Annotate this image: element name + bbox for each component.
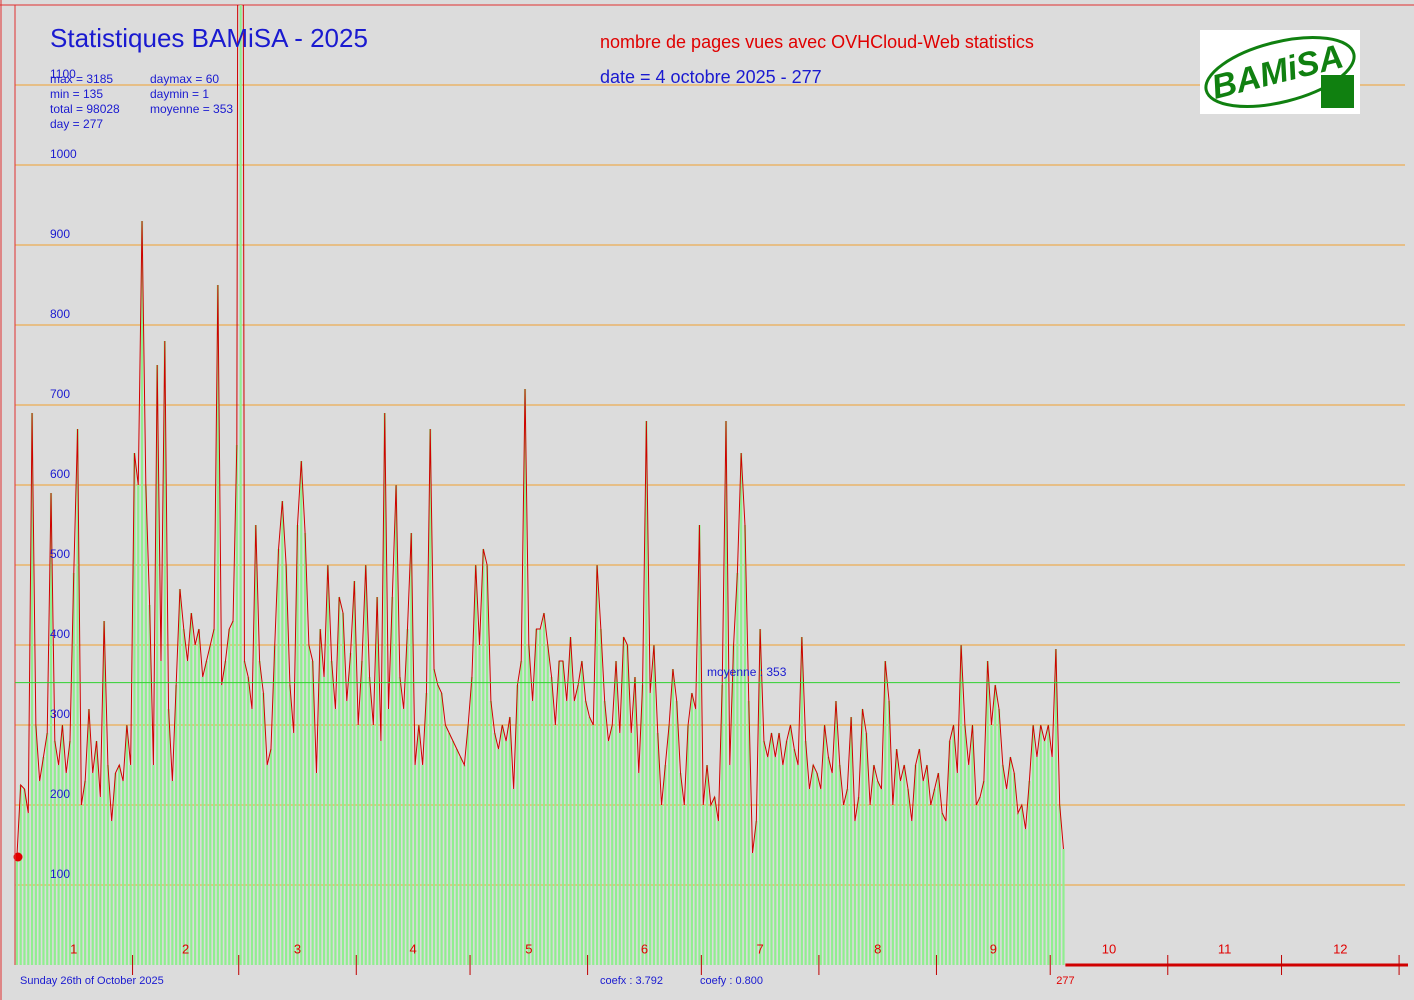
y-tick-label: 1100	[50, 67, 76, 81]
month-label: 10	[1102, 941, 1116, 956]
month-label: 1	[70, 941, 77, 956]
stat: daymin = 1	[150, 87, 209, 101]
y-tick-label: 800	[50, 307, 70, 321]
stat: day = 277	[50, 117, 103, 131]
y-tick-label: 600	[50, 467, 70, 481]
stat: max = 3185	[50, 72, 113, 86]
average-label: moyenne : 353	[707, 665, 787, 679]
y-tick-label: 400	[50, 627, 70, 641]
month-label: 2	[182, 941, 189, 956]
month-label: 6	[641, 941, 648, 956]
stat: moyenne = 353	[150, 102, 233, 116]
y-tick-label: 200	[50, 787, 70, 801]
y-tick-label: 300	[50, 707, 70, 721]
y-tick-label: 100	[50, 867, 70, 881]
month-label: 3	[294, 941, 301, 956]
logo: BAMiSA	[1200, 30, 1360, 114]
month-label: 11	[1218, 941, 1232, 956]
y-tick-label: 500	[50, 547, 70, 561]
stat: daymax = 60	[150, 72, 219, 86]
month-label: 7	[757, 941, 764, 956]
stat: total = 98028	[50, 102, 120, 116]
stat: min = 135	[50, 87, 103, 101]
footer-date: Sunday 26th of October 2025	[20, 975, 164, 987]
y-tick-label: 1000	[50, 147, 77, 161]
month-label: 12	[1333, 941, 1347, 956]
logo-ellipse	[1204, 36, 1356, 108]
y-tick-label: 900	[50, 227, 70, 241]
month-label: 5	[525, 941, 532, 956]
coefy: coefy : 0.800	[700, 975, 763, 987]
coefx: coefx : 3.792	[600, 975, 663, 987]
subtitle: nombre de pages vues avec OVHCloud-Web s…	[600, 32, 1034, 52]
month-label: 4	[410, 941, 417, 956]
month-label: 9	[990, 941, 997, 956]
date-label: date = 4 octobre 2025 - 277	[600, 67, 822, 87]
first-day-dot	[13, 852, 23, 862]
chart-title: Statistiques BAMiSA - 2025	[50, 23, 368, 53]
month-label: 8	[874, 941, 881, 956]
last-day-label: 277	[1056, 975, 1074, 987]
logo-square	[1321, 75, 1354, 108]
y-tick-label: 700	[50, 387, 70, 401]
value-line	[16, 5, 1064, 858]
